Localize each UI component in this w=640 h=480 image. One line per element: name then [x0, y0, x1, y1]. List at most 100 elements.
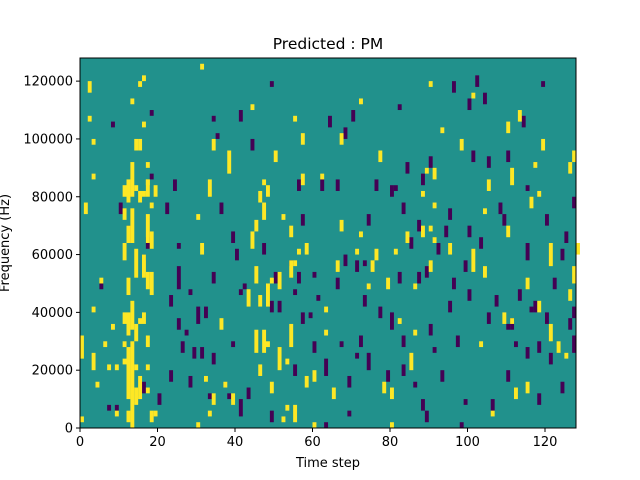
heatmap-cell-high: [254, 219, 259, 232]
heatmap-cell-high: [142, 75, 146, 82]
heatmap-cell-high: [196, 422, 201, 428]
heatmap-cell-high: [541, 138, 546, 151]
heatmap-cell-low: [347, 410, 352, 417]
heatmap-cell-high: [409, 352, 414, 371]
heatmap-cell-high: [277, 271, 282, 290]
heatmap-cell-high: [142, 190, 146, 197]
heatmap-cell-high: [289, 260, 294, 278]
heatmap-cell-low: [269, 81, 274, 87]
heatmap-cell-high: [142, 121, 146, 128]
heatmap-cell-low: [293, 364, 298, 376]
heatmap-cell-high: [246, 289, 251, 307]
x-tick-label: 120: [533, 435, 558, 450]
heatmap-cell-low: [308, 312, 313, 319]
x-tick-label: 80: [382, 435, 399, 450]
heatmap-cell-low: [157, 393, 162, 405]
heatmap-cell-high: [138, 375, 143, 400]
heatmap-cell-high: [285, 358, 290, 365]
heatmap-cell-high: [227, 150, 232, 174]
heatmap-cell-high: [130, 341, 135, 428]
x-tick-label: 100: [455, 435, 480, 450]
heatmap-cell-low: [320, 179, 325, 191]
heatmap-cell-high: [145, 271, 150, 290]
heatmap-cell-low: [401, 335, 406, 348]
heatmap-cell-low: [568, 318, 573, 330]
heatmap-cell-low: [424, 410, 429, 423]
heatmap-cell-low: [176, 266, 181, 290]
heatmap-cell-high: [269, 381, 274, 394]
heatmap-cell-low: [238, 110, 243, 122]
heatmap-cell-low: [525, 347, 530, 359]
heatmap-cell-high: [432, 167, 437, 180]
heatmap-cell-high: [211, 393, 216, 405]
heatmap-cell-high: [114, 410, 119, 417]
heatmap-cell-low: [227, 393, 232, 400]
heatmap-cell-low: [452, 277, 456, 290]
heatmap-cell-high: [297, 248, 301, 255]
heatmap-cell-high: [145, 214, 150, 243]
heatmap-cell-high: [107, 364, 112, 371]
heatmap-cell-high: [126, 179, 131, 203]
heatmap-cell-high: [281, 416, 286, 423]
heatmap-cell-low: [211, 115, 216, 122]
heatmap-cell-high: [130, 208, 135, 243]
heatmap-cell-low: [347, 375, 352, 388]
heatmap-cell-low: [204, 306, 208, 319]
heatmap-cell-high: [324, 306, 329, 313]
heatmap-cell-high: [483, 208, 487, 215]
x-tick-label: 0: [76, 435, 84, 450]
heatmap-cell-high: [138, 318, 143, 324]
heatmap-cell-low: [537, 393, 542, 405]
heatmap-cell-high: [556, 341, 561, 353]
heatmap-cell-high: [285, 404, 290, 411]
heatmap-cell-high: [153, 410, 158, 417]
heatmap-cell-low: [176, 318, 181, 330]
heatmap-cell-high: [145, 162, 150, 168]
heatmap-cell-low: [548, 352, 553, 365]
heatmap-cell-high: [80, 335, 84, 359]
heatmap-cell-low: [545, 312, 549, 324]
heatmap-cell-high: [397, 318, 402, 324]
heatmap-cell-high: [502, 312, 507, 324]
heatmap-cell-high: [479, 341, 484, 348]
heatmap-cell-high: [145, 364, 150, 371]
heatmap-cell-high: [386, 277, 391, 290]
heatmap-cell-low: [401, 364, 406, 376]
heatmap-cell-high: [382, 381, 387, 394]
heatmap-cell-high: [269, 277, 274, 284]
x-tick-label: 20: [149, 435, 166, 450]
heatmap-cell-high: [517, 110, 522, 122]
heatmap-cell-high: [80, 416, 84, 423]
heatmap-cell-low: [149, 173, 154, 180]
heatmap-cell-high: [324, 329, 329, 336]
heatmap-cell-high: [207, 410, 212, 417]
heatmap-cell-low: [502, 214, 507, 226]
heatmap-cell-low: [467, 289, 472, 301]
heatmap-cell-high: [312, 422, 317, 428]
heatmap-cell-high: [459, 138, 464, 151]
heatmap-cell-low: [475, 75, 480, 87]
heatmap-cell-low: [297, 179, 301, 191]
heatmap-cell-low: [432, 347, 437, 353]
heatmap-cell-low: [436, 243, 441, 255]
heatmap-cell-low: [378, 306, 383, 319]
heatmap-cell-high: [130, 98, 135, 105]
heatmap-cell-high: [293, 115, 298, 122]
heatmap-cell-low: [328, 115, 332, 128]
heatmap-cell-low: [514, 341, 518, 348]
heatmap-cell-high: [413, 329, 418, 336]
heatmap-cell-low: [486, 312, 491, 324]
heatmap-cell-high: [432, 237, 437, 243]
heatmap-cell-low: [386, 370, 391, 382]
heatmap-cell-low: [506, 370, 511, 382]
heatmap-cell-low: [564, 231, 569, 243]
heatmap-cell-low: [428, 156, 433, 168]
heatmap-cell-low: [343, 127, 348, 139]
heatmap-cell-low: [529, 306, 534, 313]
heatmap-cell-low: [506, 150, 511, 163]
heatmap-cell-low: [390, 312, 394, 330]
heatmap-cell-high: [258, 364, 263, 376]
heatmap-cell-low: [572, 306, 577, 319]
y-tick-label: 20000: [32, 364, 73, 379]
heatmap-cell-low: [498, 202, 503, 215]
